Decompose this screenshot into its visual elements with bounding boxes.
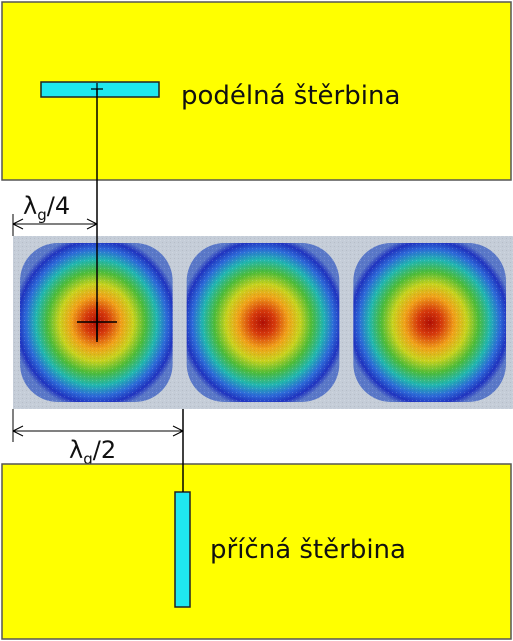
bottom-plate — [1, 463, 512, 640]
quarter-dim-label: λg/4 — [23, 192, 70, 224]
half-lambda: λ — [69, 436, 83, 464]
half-dim-label: λg/2 — [69, 436, 116, 468]
field-center-cross — [77, 302, 117, 342]
transverse-slot — [174, 491, 191, 608]
half-dim-arrow-left — [12, 425, 24, 437]
half-subscript: g — [83, 450, 93, 468]
quarter-dim-arrow-right — [86, 218, 98, 230]
top-slot-cross — [91, 83, 103, 95]
quarter-subscript: g — [37, 206, 47, 224]
quarter-lambda: λ — [23, 192, 37, 220]
top-panel-label: podélná štěrbina — [181, 81, 400, 111]
quarter-suffix: /4 — [47, 192, 70, 220]
bottom-panel-label: příčná štěrbina — [210, 535, 406, 565]
quarter-dim-arrow-left — [12, 218, 24, 230]
half-suffix: /2 — [93, 436, 116, 464]
half-dim-arrow-right — [172, 425, 184, 437]
